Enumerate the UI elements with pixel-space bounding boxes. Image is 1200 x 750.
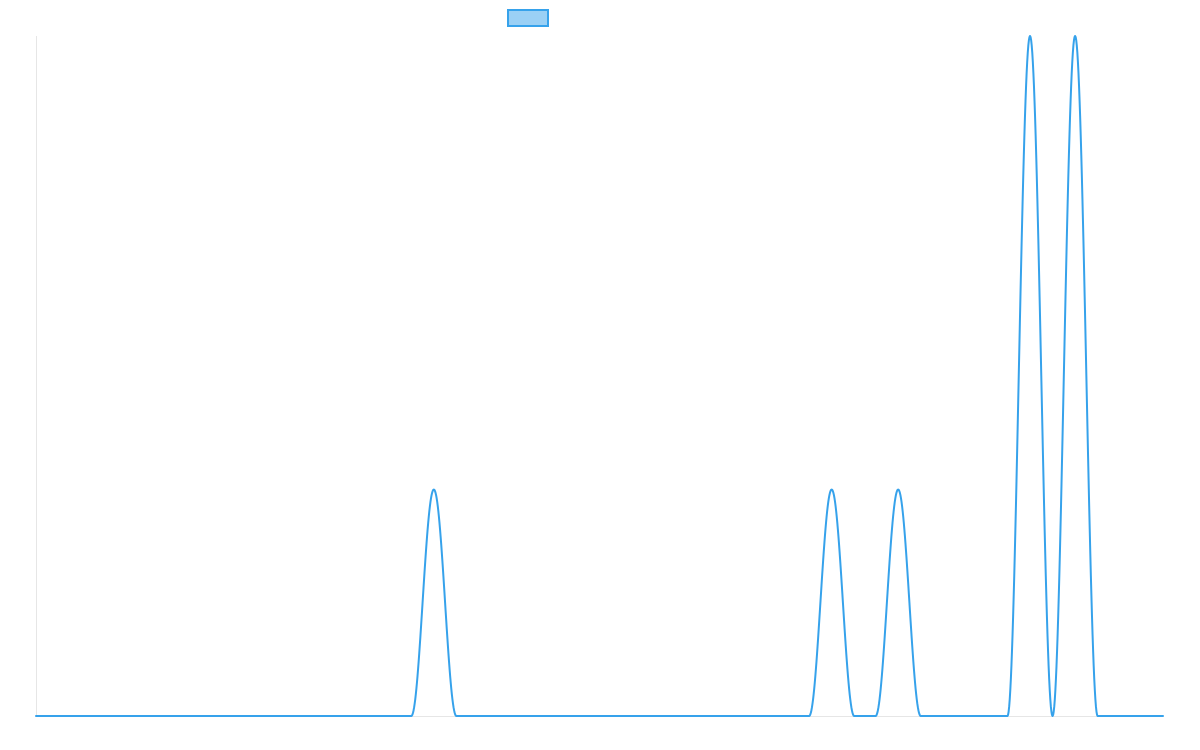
data-point-peak-1[interactable] (431, 487, 437, 493)
data-point-peak-2[interactable] (829, 487, 835, 493)
data-point-peak-3[interactable] (895, 487, 901, 493)
series-layer (35, 33, 1164, 717)
data-point-peak-5[interactable] (1072, 33, 1078, 39)
data-point-peak-4[interactable] (1027, 33, 1033, 39)
legend-swatch[interactable] (507, 9, 549, 27)
series-line (35, 35, 1164, 717)
legend[interactable] (507, 9, 549, 27)
